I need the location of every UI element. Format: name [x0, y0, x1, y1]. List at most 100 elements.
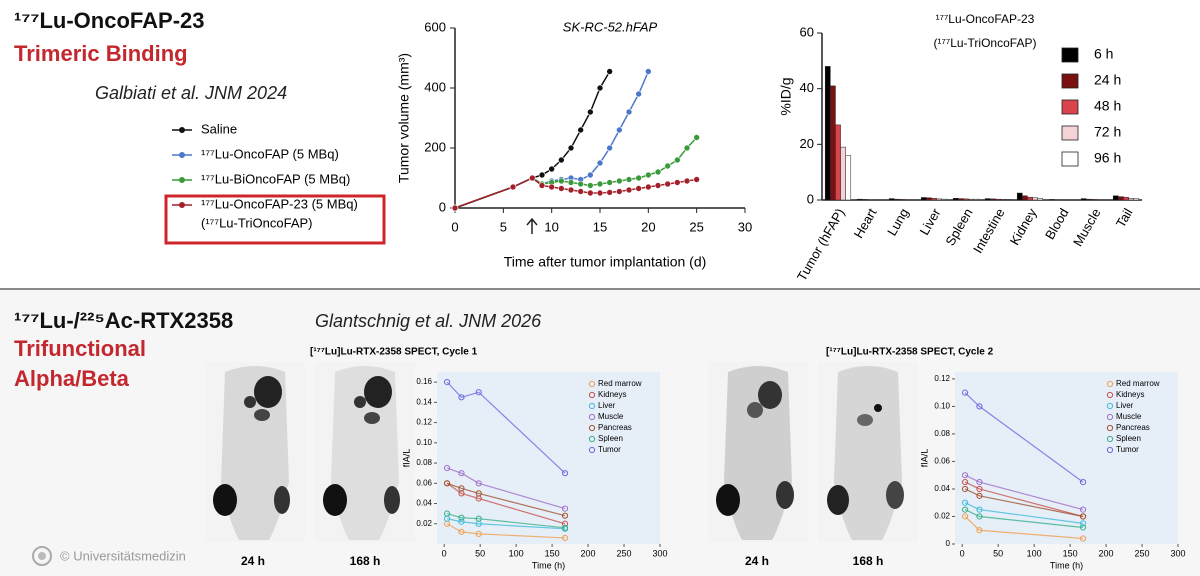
x-tick-label: 5 — [500, 219, 507, 234]
data-point — [961, 389, 969, 396]
legend-swatch — [1061, 73, 1079, 89]
bar — [1032, 197, 1038, 201]
spect-image — [315, 362, 415, 542]
data-point — [561, 505, 569, 512]
bar — [963, 198, 969, 201]
image-label: 168 h — [350, 554, 381, 568]
y-tick-label: 0.16 — [416, 377, 432, 386]
y-tick-label: 0.10 — [934, 402, 950, 411]
fit-line — [964, 488, 1084, 518]
bar — [1080, 198, 1087, 201]
bar — [941, 198, 948, 201]
fit-line — [446, 467, 566, 510]
data-point — [616, 126, 623, 134]
data-point — [645, 68, 652, 75]
data-point — [625, 186, 633, 194]
bar — [862, 199, 868, 201]
chart-title: SK-RC-52.hFAP — [563, 19, 658, 34]
x-tick-label: 200 — [581, 548, 596, 558]
bar — [856, 198, 863, 201]
x-tick-label: 15 — [593, 219, 607, 234]
fit-line — [964, 392, 1084, 483]
data-point — [1079, 513, 1087, 520]
legend-label: Muscle — [598, 412, 624, 421]
legend-label: ¹⁷⁷Lu-OncoFAP-23 (5 MBq) — [201, 196, 358, 211]
y-tick-label: 0 — [807, 191, 814, 206]
legend-marker — [1106, 446, 1114, 454]
legend-marker — [588, 391, 596, 399]
data-point — [1079, 478, 1087, 486]
x-tick-label: 150 — [1063, 548, 1078, 558]
data-point — [548, 165, 555, 173]
data-point — [645, 183, 652, 191]
data-point — [529, 174, 536, 182]
y-tick-label: 0.08 — [934, 429, 950, 438]
bar — [1022, 195, 1028, 201]
data-point — [509, 183, 517, 191]
data-point — [458, 485, 465, 492]
bar — [1133, 198, 1140, 201]
data-point — [458, 528, 465, 535]
bar — [931, 198, 937, 201]
data-point — [561, 534, 569, 542]
bottom-title: ¹⁷⁷Lu-/²²⁵Ac-RTX2358 — [14, 308, 233, 333]
data-point — [577, 180, 584, 188]
bar — [830, 85, 836, 201]
fit-line — [446, 381, 566, 474]
data-point — [616, 177, 623, 185]
data-point — [625, 108, 633, 116]
highlight-box — [164, 194, 386, 245]
legend-marker — [1106, 380, 1114, 388]
data-point — [1079, 506, 1087, 513]
fit-line — [964, 502, 1084, 524]
legend-label: 6 h — [1094, 46, 1113, 62]
data-point — [654, 182, 662, 189]
legend-swatch — [1061, 47, 1079, 63]
data-point — [596, 189, 604, 197]
bar — [1005, 199, 1012, 201]
legend-note: (¹⁷⁷Lu-TriOncoFAP) — [201, 215, 313, 230]
bottom-subtitle: Trifunctional — [14, 336, 146, 361]
bar — [840, 146, 846, 201]
x-tick-label: 150 — [545, 548, 560, 558]
data-point — [475, 480, 482, 487]
y-axis-label: Tumor volume (mm³) — [396, 53, 412, 183]
data-point — [683, 177, 691, 185]
data-point — [606, 189, 613, 196]
bar — [936, 198, 942, 201]
data-point — [458, 470, 465, 477]
bar — [952, 198, 959, 201]
data-point — [475, 530, 482, 537]
data-point — [693, 176, 700, 183]
x-tick-label: 0 — [442, 548, 447, 558]
fit-line — [964, 474, 1084, 511]
data-point — [587, 171, 594, 179]
data-point — [558, 185, 565, 192]
top-title: ¹⁷⁷Lu-OncoFAP-23 — [14, 8, 205, 33]
plot-area — [955, 372, 1178, 544]
y-tick-label: 0.10 — [416, 438, 432, 447]
legend-marker — [588, 424, 596, 432]
bottom-subtitle: Alpha/Beta — [14, 366, 130, 391]
data-point — [976, 478, 983, 486]
x-tick-label: 200 — [1099, 548, 1114, 558]
legend-label: Saline — [201, 121, 237, 136]
data-point — [616, 188, 623, 195]
data-point — [1079, 524, 1087, 531]
image-label: 24 h — [745, 554, 769, 568]
data-point — [664, 162, 671, 170]
y-tick-label: 0.04 — [416, 499, 432, 508]
y-tick-label: 0 — [439, 199, 446, 214]
y-tick-label: 400 — [424, 79, 446, 94]
chart-title: [¹⁷⁷Lu]Lu-RTX-2358 SPECT, Cycle 2 — [826, 347, 994, 358]
legend-marker — [179, 202, 185, 208]
legend-label: Red marrow — [598, 379, 642, 388]
x-tick-label: 250 — [1135, 548, 1150, 558]
bar — [899, 199, 905, 201]
y-tick-label: 60 — [800, 24, 814, 39]
spect-image — [708, 362, 808, 542]
bar — [995, 198, 1001, 201]
data-point — [674, 179, 681, 186]
treatment-arrow — [526, 217, 538, 234]
data-point — [976, 492, 983, 499]
